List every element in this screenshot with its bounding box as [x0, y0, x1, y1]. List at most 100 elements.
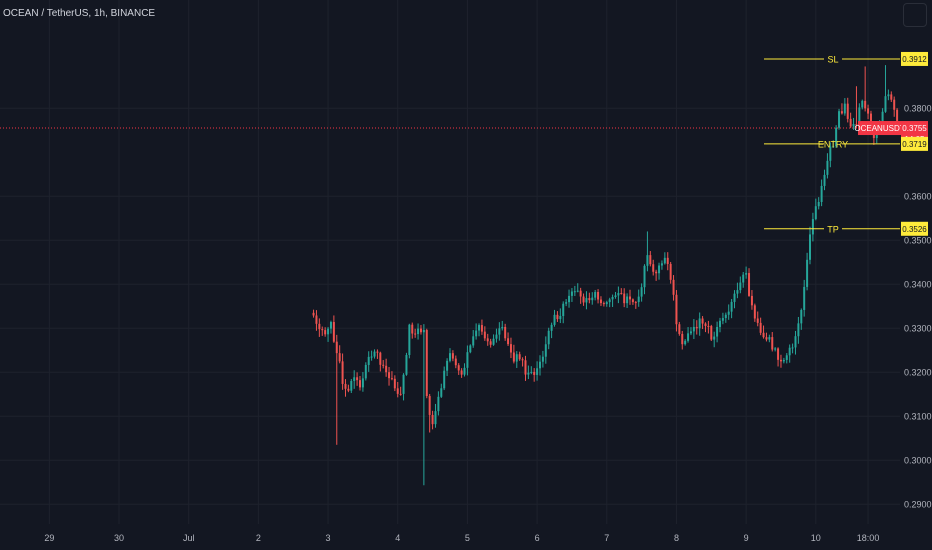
candle-body: [881, 111, 884, 124]
candle-body: [779, 359, 782, 362]
price-tick-label: 0.3800: [904, 104, 932, 114]
candle-body: [829, 146, 832, 161]
symbol-badge-label: OCEANUSDT: [854, 124, 904, 133]
time-tick-label: 4: [395, 533, 400, 543]
candle-body: [753, 305, 756, 319]
candle-body: [814, 206, 817, 220]
candle-body: [356, 377, 359, 381]
candle-body: [820, 185, 823, 202]
time-tick-label: 10: [811, 533, 821, 543]
candle-body: [585, 298, 588, 303]
candle-body: [469, 345, 472, 353]
candle-body: [620, 293, 623, 295]
candle-body: [422, 329, 425, 333]
candle-body: [599, 299, 602, 304]
candle-body: [550, 324, 553, 331]
candle-body: [835, 127, 838, 147]
price-tick-label: 0.3300: [904, 324, 932, 334]
candle-body: [626, 296, 629, 304]
candle-body: [480, 325, 483, 332]
candle-body: [579, 290, 582, 297]
time-tick-label: 5: [465, 533, 470, 543]
candle-body: [623, 293, 626, 304]
candle-body: [678, 324, 681, 334]
candle-body: [321, 329, 324, 331]
candle-body: [556, 314, 559, 320]
candle-body: [658, 265, 661, 274]
candle-body: [495, 334, 498, 339]
price-tick-label: 0.2900: [904, 500, 932, 510]
candle-body: [794, 336, 797, 348]
candle-body: [777, 348, 780, 360]
candle-body: [419, 328, 422, 333]
candle-body: [748, 273, 751, 296]
candle-body: [431, 414, 434, 425]
level-label: TP: [827, 224, 839, 234]
candle-body: [893, 99, 896, 110]
level-price-badge: [901, 221, 928, 236]
candle-body: [486, 338, 489, 342]
candle-body: [518, 354, 521, 360]
candle-body: [739, 282, 742, 291]
candle-body: [608, 299, 611, 303]
candle-body: [797, 323, 800, 337]
candle-body: [629, 296, 631, 300]
level-price-badge: [901, 136, 928, 151]
candle-body: [768, 337, 771, 340]
candle-body: [669, 263, 672, 280]
price-axis[interactable]: 0.2900 0.3000 0.3100 0.3200 0.3300 0.3400 0.35…: [904, 104, 932, 510]
candle-body: [562, 303, 565, 316]
candle-body: [695, 326, 698, 329]
candle-body: [544, 344, 547, 357]
candle-body: [692, 326, 695, 332]
candle-body: [698, 318, 701, 329]
candle-body: [733, 293, 736, 302]
candle-body: [655, 271, 658, 274]
candle-body: [451, 353, 454, 359]
candle-body: [553, 314, 556, 325]
candle-body: [809, 234, 811, 260]
candle-body: [568, 295, 571, 303]
time-axis[interactable]: 29 30 Jul 2 3 4 5 6 7 8 9 10 18:00: [44, 533, 879, 543]
candle-body: [402, 374, 405, 394]
candle-body: [524, 360, 527, 375]
candle-body: [405, 355, 408, 375]
candle-body: [643, 265, 646, 288]
candle-body: [652, 264, 655, 272]
candle-body: [504, 326, 507, 339]
candle-body: [840, 111, 843, 114]
candle-body: [765, 337, 768, 340]
level-label: ENTRY: [818, 139, 848, 149]
level-label: SL: [827, 54, 838, 64]
candle-body: [666, 257, 669, 264]
candle-body: [855, 123, 858, 125]
trade-levels: OCEANUSDT0.375514:05SL0.3912ENTRY0.3719T…: [0, 51, 928, 236]
symbol-title[interactable]: OCEAN / TetherUS, 1h, BINANCE: [3, 8, 156, 19]
candle-body: [887, 94, 890, 97]
candle-body: [634, 302, 637, 304]
square-icon[interactable]: [903, 3, 927, 27]
price-tick-label: 0.3600: [904, 192, 932, 202]
time-tick-label: 6: [535, 533, 540, 543]
candle-body: [785, 355, 788, 360]
candle-body: [570, 291, 573, 296]
candle-body: [826, 160, 829, 175]
candle-body: [759, 322, 762, 333]
candle-body: [724, 314, 727, 319]
candle-body: [315, 315, 318, 324]
candle-body: [742, 274, 745, 283]
time-tick-label: 7: [604, 533, 609, 543]
candle-body: [774, 348, 777, 350]
candle-body: [704, 323, 707, 326]
candle-body: [512, 352, 515, 362]
candle-body: [675, 294, 678, 325]
candle-body: [414, 333, 417, 335]
candle-body: [791, 347, 794, 349]
candle-body: [849, 118, 852, 127]
candle-body: [846, 103, 849, 119]
price-tick-label: 0.3400: [904, 280, 932, 290]
time-tick-label: 30: [114, 533, 124, 543]
candle-body: [539, 361, 541, 369]
